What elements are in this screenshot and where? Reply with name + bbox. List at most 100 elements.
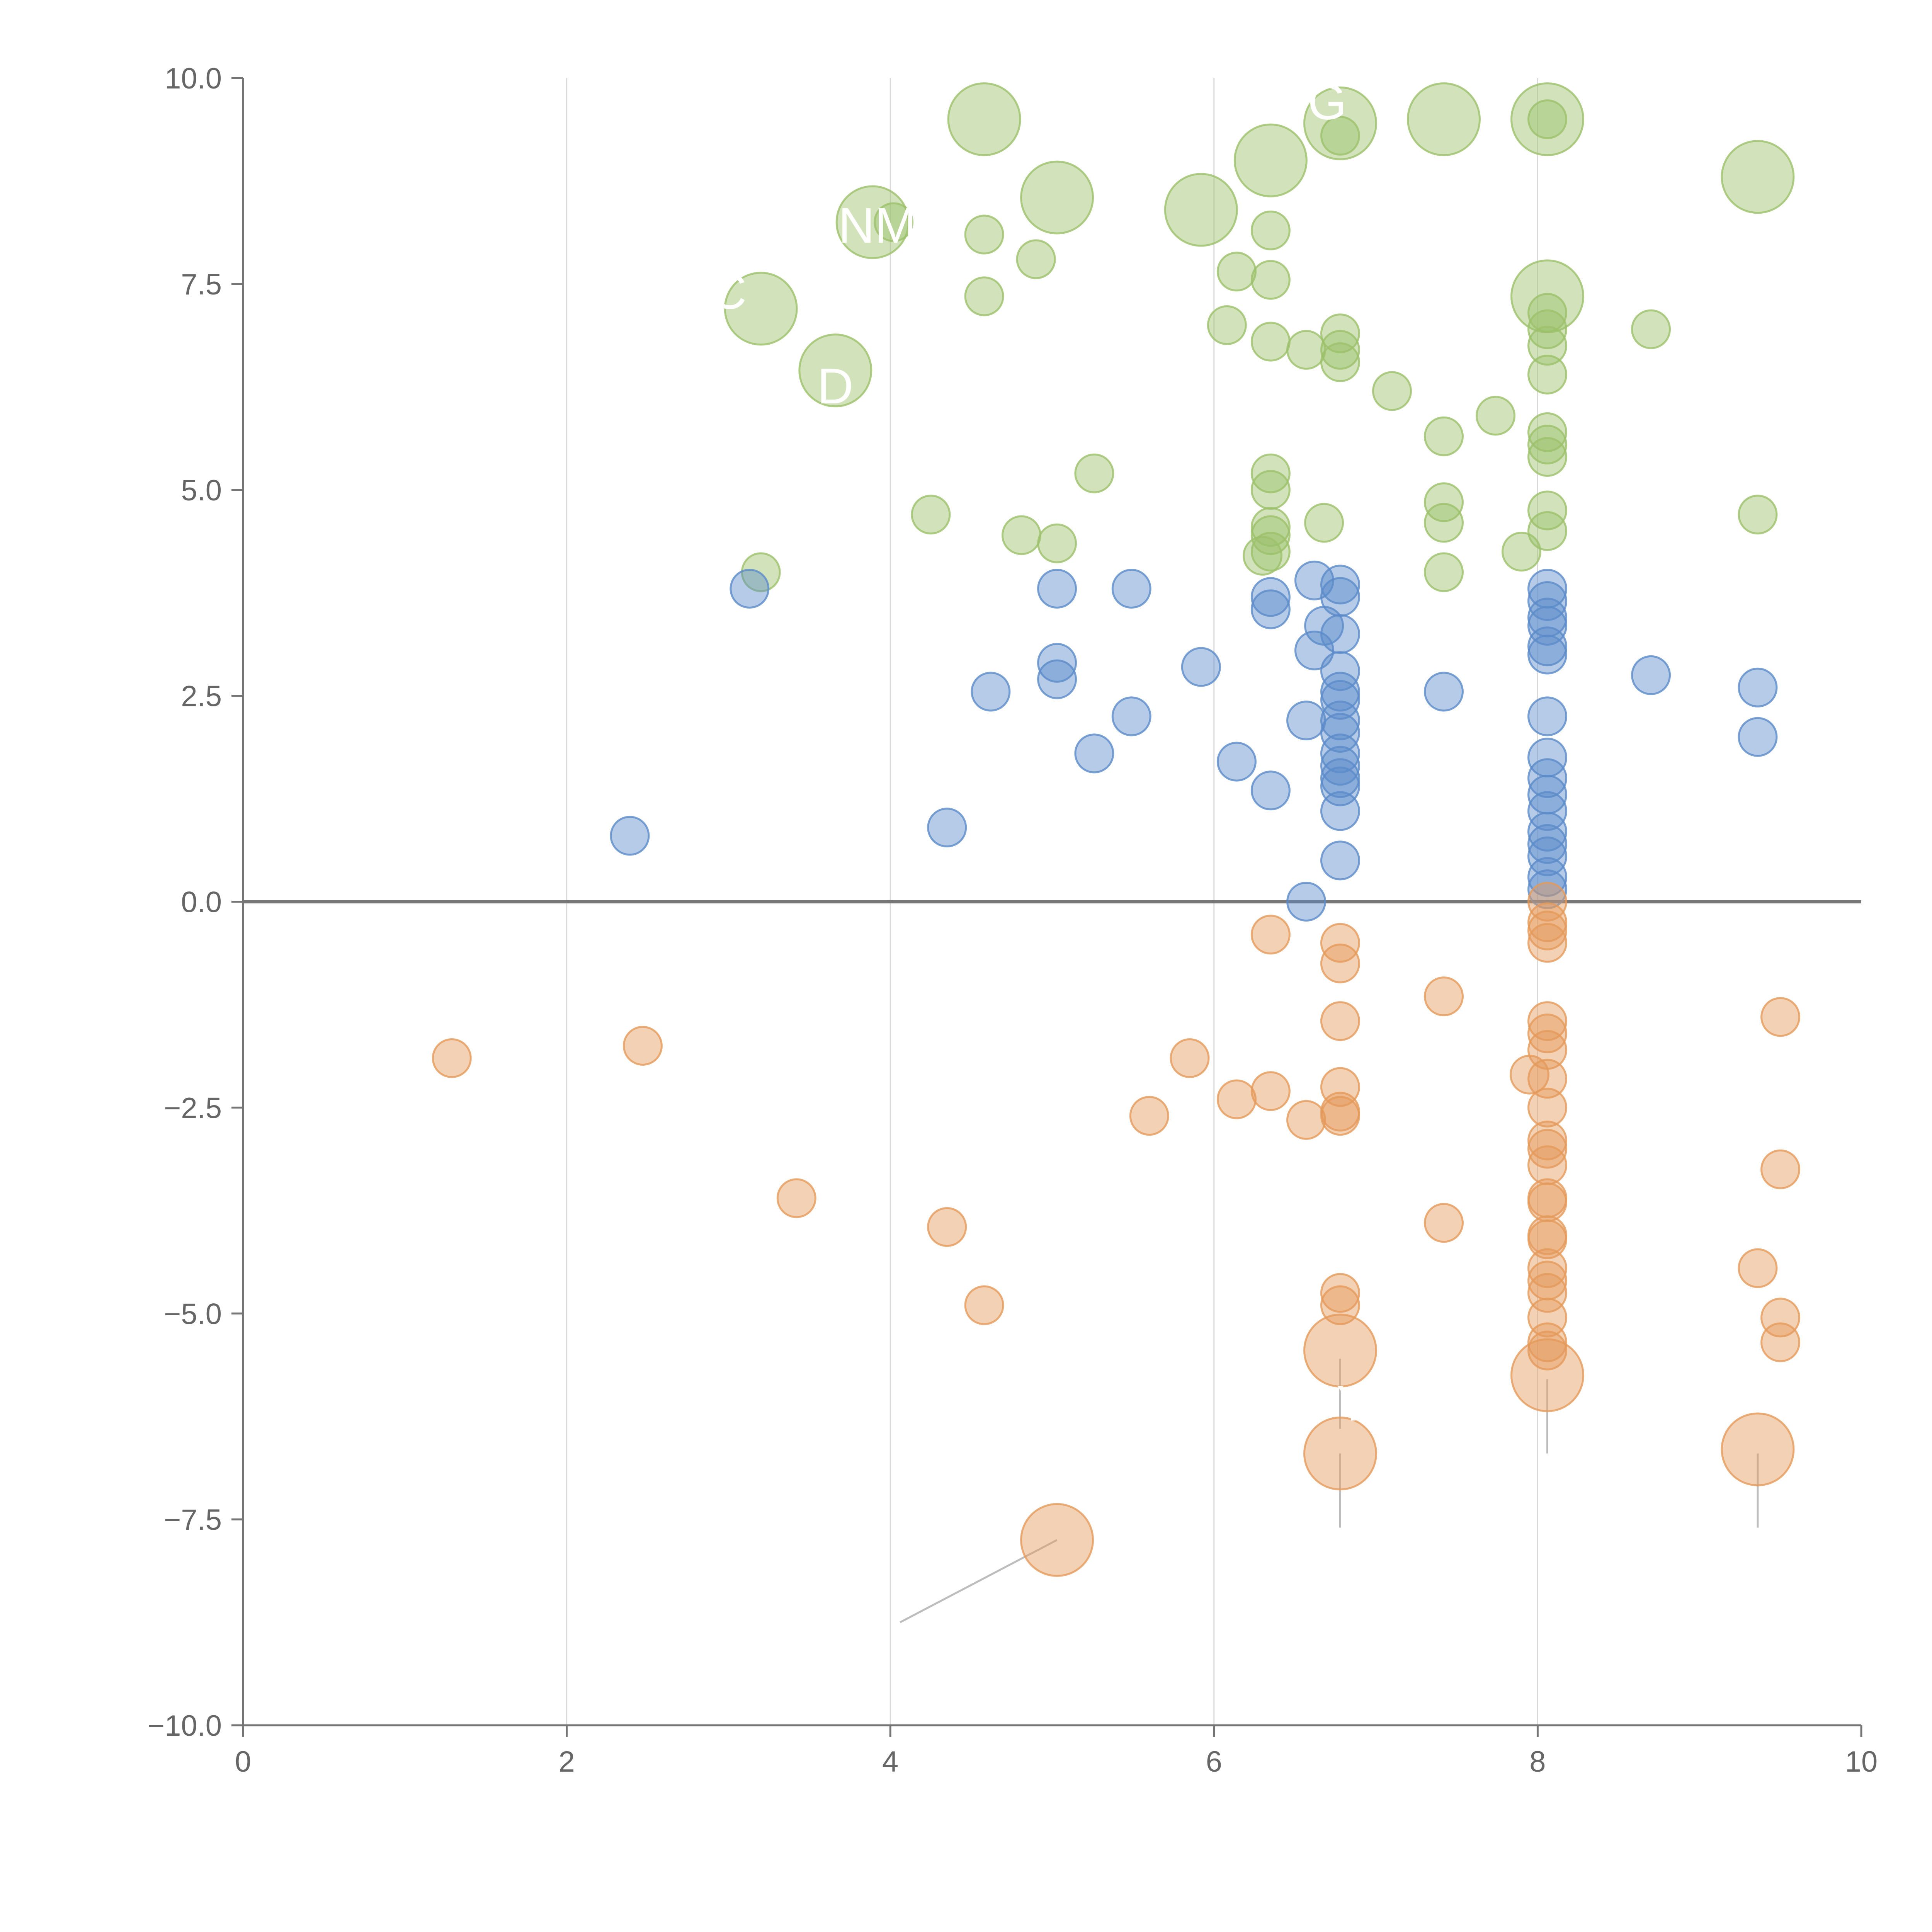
orange-point [1170, 1038, 1210, 1078]
annotations: G NM D C Y [710, 74, 1370, 1432]
x-tick-label: 2 [558, 1745, 575, 1778]
green-point [1164, 173, 1238, 247]
orange-point [1216, 1079, 1257, 1119]
green-point [1074, 453, 1114, 493]
green-point [1510, 82, 1585, 156]
green-point [1242, 536, 1282, 576]
green-point [1527, 354, 1568, 395]
blue-point [1320, 791, 1360, 831]
annotation-connector [1184, 209, 1199, 227]
annotation-label: Y [1337, 1375, 1370, 1431]
green-point [1286, 330, 1327, 370]
orange-point [1423, 1203, 1464, 1243]
blue-point [1527, 758, 1568, 798]
green-point [964, 276, 1004, 316]
green-point [1527, 437, 1568, 477]
orange-point [1250, 1071, 1291, 1111]
orange-point [1320, 1285, 1360, 1325]
blue-point [1738, 667, 1778, 707]
orange-point [1527, 1059, 1568, 1099]
orange-point [1721, 1412, 1795, 1486]
blue-point [1216, 742, 1257, 782]
y-tick-label: −10.0 [148, 1709, 222, 1742]
data-points [432, 82, 1801, 1577]
x-tick-label: 8 [1529, 1745, 1546, 1778]
orange-point [1527, 1298, 1568, 1338]
blue-point [1320, 758, 1360, 798]
blue-point [1320, 733, 1360, 774]
green-point [1216, 252, 1257, 292]
orange-point [1738, 1248, 1778, 1288]
blue-point [1320, 701, 1360, 741]
leader-lines [736, 116, 1762, 1623]
blue-point [1037, 569, 1077, 609]
green-point [1423, 552, 1464, 592]
blue-point [610, 816, 650, 856]
green-point [911, 495, 951, 535]
y-tick-label: −2.5 [164, 1092, 222, 1124]
orange-point [432, 1038, 472, 1078]
green-point [1476, 396, 1516, 436]
blue-point [1181, 647, 1221, 687]
blue-point [1111, 696, 1151, 736]
blue-point [1527, 824, 1568, 864]
green-point [1631, 309, 1671, 349]
orange-point [1760, 1322, 1801, 1362]
green-point [798, 333, 872, 408]
orange-point [1527, 1087, 1568, 1128]
blue-point [1286, 701, 1327, 741]
orange-point [1020, 1503, 1094, 1577]
green-point [1320, 342, 1360, 382]
green-point [1020, 160, 1094, 235]
y-tick-label: 10.0 [165, 62, 222, 95]
green-point [724, 272, 798, 346]
green-point [1207, 305, 1247, 345]
orange-point [1527, 1121, 1568, 1161]
x-tick-label: 10 [1845, 1745, 1878, 1778]
annotation-connector [736, 306, 761, 310]
orange-point [1527, 1248, 1568, 1288]
blue-point [1074, 733, 1114, 774]
blue-point [1320, 577, 1360, 617]
blue-point [1738, 717, 1778, 757]
green-point [1037, 523, 1077, 563]
orange-point [1527, 923, 1568, 963]
green-point [1233, 123, 1308, 197]
orange-point [1760, 1298, 1801, 1338]
orange-point [1527, 882, 1568, 922]
orange-point [964, 1285, 1004, 1325]
green-point [1250, 260, 1291, 300]
blue-point [1527, 869, 1568, 910]
orange-point [1320, 1273, 1360, 1313]
green-point [1250, 515, 1291, 555]
blue-point [1286, 882, 1327, 922]
blue-point [1527, 836, 1568, 876]
blue-point [1527, 811, 1568, 852]
green-point [1423, 416, 1464, 456]
blue-point [1320, 766, 1360, 806]
green-point [1527, 412, 1568, 452]
green-point [1423, 503, 1464, 543]
orange-point [776, 1178, 816, 1218]
green-point [1320, 330, 1360, 370]
orange-point [1527, 1014, 1568, 1054]
blue-point [730, 569, 770, 609]
y-tick-label: 5.0 [181, 474, 222, 507]
orange-point [1527, 1219, 1568, 1259]
orange-point [1129, 1096, 1169, 1136]
orange-point [1527, 1001, 1568, 1041]
blue-point [1320, 651, 1360, 691]
annotation-connector [963, 117, 985, 120]
annotation-connector [1254, 155, 1271, 162]
blue-point [1320, 565, 1360, 605]
annotation-label: G [1308, 74, 1347, 130]
blue-point [1527, 791, 1568, 831]
blue-point [1527, 581, 1568, 621]
green-point [1320, 116, 1360, 156]
green-point [1250, 453, 1291, 493]
orange-point [1303, 1313, 1377, 1388]
green-point [1423, 482, 1464, 522]
blue-point [1320, 614, 1360, 654]
green-point [1527, 326, 1568, 366]
